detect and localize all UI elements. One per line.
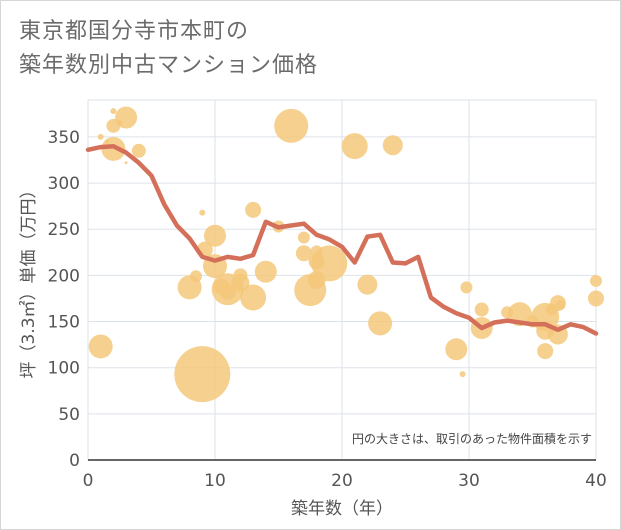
chart-title-line-2: 築年数別中古マンション価格 <box>19 53 319 78</box>
bubble-size-note: 円の大きさは、取引のあった物件面積を示す <box>352 431 592 446</box>
y-tick-label: 100 <box>48 359 80 379</box>
y-tick-label: 300 <box>48 174 80 194</box>
data-bubble <box>295 245 312 262</box>
data-bubble <box>110 108 117 115</box>
x-tick-label: 0 <box>83 471 94 491</box>
data-bubble <box>368 311 393 336</box>
y-tick-label: 200 <box>48 266 80 286</box>
data-bubble <box>189 270 202 283</box>
data-bubble <box>590 274 602 287</box>
y-tick-label: 50 <box>58 405 80 425</box>
average-price-line <box>85 143 599 336</box>
data-bubble <box>254 260 277 283</box>
y-tick-label: 0 <box>69 451 80 471</box>
data-bubble <box>459 371 466 378</box>
chart-title-line-1: 東京都国分寺市本町の <box>19 19 250 44</box>
data-bubble <box>537 343 554 360</box>
data-bubble <box>245 201 262 218</box>
data-bubble <box>101 136 126 161</box>
x-tick-label: 30 <box>458 471 480 491</box>
y-tick-label: 250 <box>48 220 80 240</box>
data-bubble <box>460 281 473 294</box>
data-bubble <box>445 338 468 361</box>
x-axis-label: 築年数（年） <box>291 499 393 519</box>
x-tick-label: 20 <box>331 471 353 491</box>
axes: 0 50 100 150 200 250 300 350 0 10 20 30 40 <box>48 128 607 491</box>
data-bubble <box>382 135 403 156</box>
data-bubble <box>588 290 604 307</box>
data-bubble <box>115 106 138 129</box>
data-bubble <box>174 346 231 403</box>
data-bubble <box>311 245 348 282</box>
y-tick-label: 150 <box>48 313 80 333</box>
data-bubble <box>274 108 309 143</box>
data-bubble <box>199 209 206 216</box>
data-bubble <box>88 334 113 359</box>
grid-lines <box>87 99 597 461</box>
data-bubble <box>357 274 378 295</box>
data-bubble <box>219 284 236 300</box>
data-bubble <box>341 133 368 160</box>
chart-title: 東京都国分寺市本町の 築年数別中古マンション価格 <box>19 15 318 83</box>
data-bubble <box>240 284 267 311</box>
data-bubble <box>97 133 104 140</box>
x-tick-label: 10 <box>204 471 226 491</box>
y-axis-label: 坪（3.3㎡）単価（万円） <box>19 181 39 378</box>
y-tick-label: 350 <box>48 128 80 148</box>
x-tick-label: 40 <box>585 471 607 491</box>
data-bubble <box>231 273 250 292</box>
data-bubble <box>555 299 566 310</box>
data-bubble <box>124 161 128 165</box>
data-bubble <box>204 224 226 247</box>
trend-line-layer <box>85 143 599 336</box>
data-bubble <box>131 143 146 158</box>
data-bubble <box>297 231 310 244</box>
data-bubble <box>474 302 489 317</box>
bubble-layer <box>88 106 604 403</box>
